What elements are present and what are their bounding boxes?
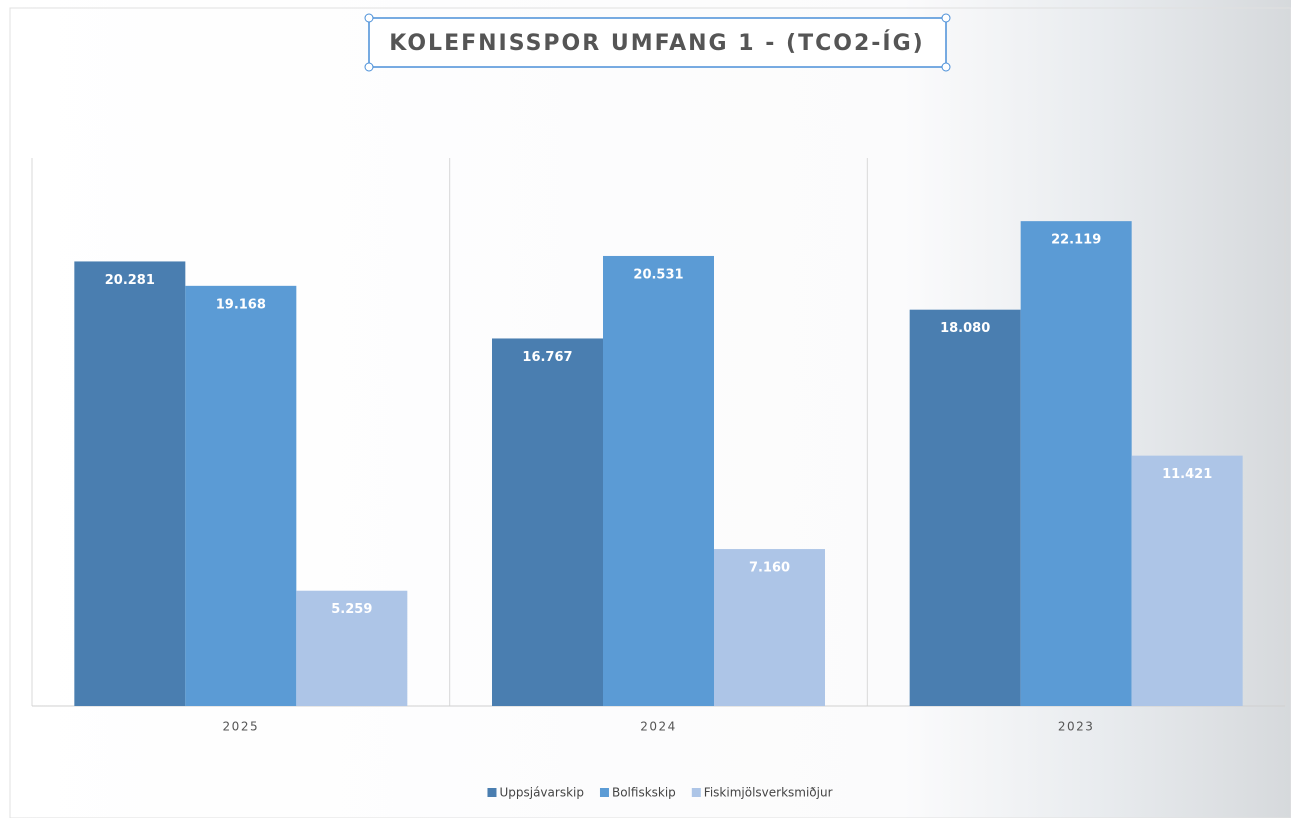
bar — [1132, 456, 1243, 706]
data-label: 18.080 — [940, 321, 990, 336]
chart: KOLEFNISSPOR UMFANG 1 - (TCO2-ÍG) 2025 20… — [0, 0, 1291, 818]
data-label: 19.168 — [216, 297, 266, 312]
data-label: 16.767 — [522, 350, 572, 365]
legend-swatch — [487, 788, 496, 797]
handle[interactable] — [942, 63, 950, 71]
handle[interactable] — [365, 63, 373, 71]
bar — [185, 286, 296, 706]
bar — [492, 338, 603, 706]
legend: Uppsjávarskip Bolfiskskip Fiskimjölsverksm… — [487, 786, 832, 800]
chart-title: KOLEFNISSPOR UMFANG 1 - (TCO2-ÍG) — [389, 30, 924, 56]
bar — [603, 256, 714, 706]
legend-label: Fiskimjölsverksmiðjur — [704, 786, 833, 800]
x-tick-label: 2024 — [640, 720, 677, 734]
data-label: 20.531 — [633, 267, 683, 282]
legend-swatch — [692, 788, 701, 797]
handle[interactable] — [365, 14, 373, 22]
data-label: 20.281 — [105, 273, 155, 288]
bar — [1021, 221, 1132, 706]
title-box[interactable]: KOLEFNISSPOR UMFANG 1 - (TCO2-ÍG) — [365, 14, 950, 71]
data-label: 22.119 — [1051, 233, 1101, 248]
bar — [910, 310, 1021, 706]
handle[interactable] — [942, 14, 950, 22]
data-label: 11.421 — [1162, 467, 1212, 482]
data-label: 7.160 — [749, 561, 790, 576]
x-tick-label: 2025 — [223, 720, 260, 734]
data-label: 5.259 — [331, 602, 372, 617]
legend-swatch — [600, 788, 609, 797]
legend-label: Uppsjávarskip — [499, 786, 584, 800]
legend-label: Bolfiskskip — [612, 786, 676, 800]
x-tick-label: 2023 — [1058, 720, 1095, 734]
bar — [74, 261, 185, 706]
